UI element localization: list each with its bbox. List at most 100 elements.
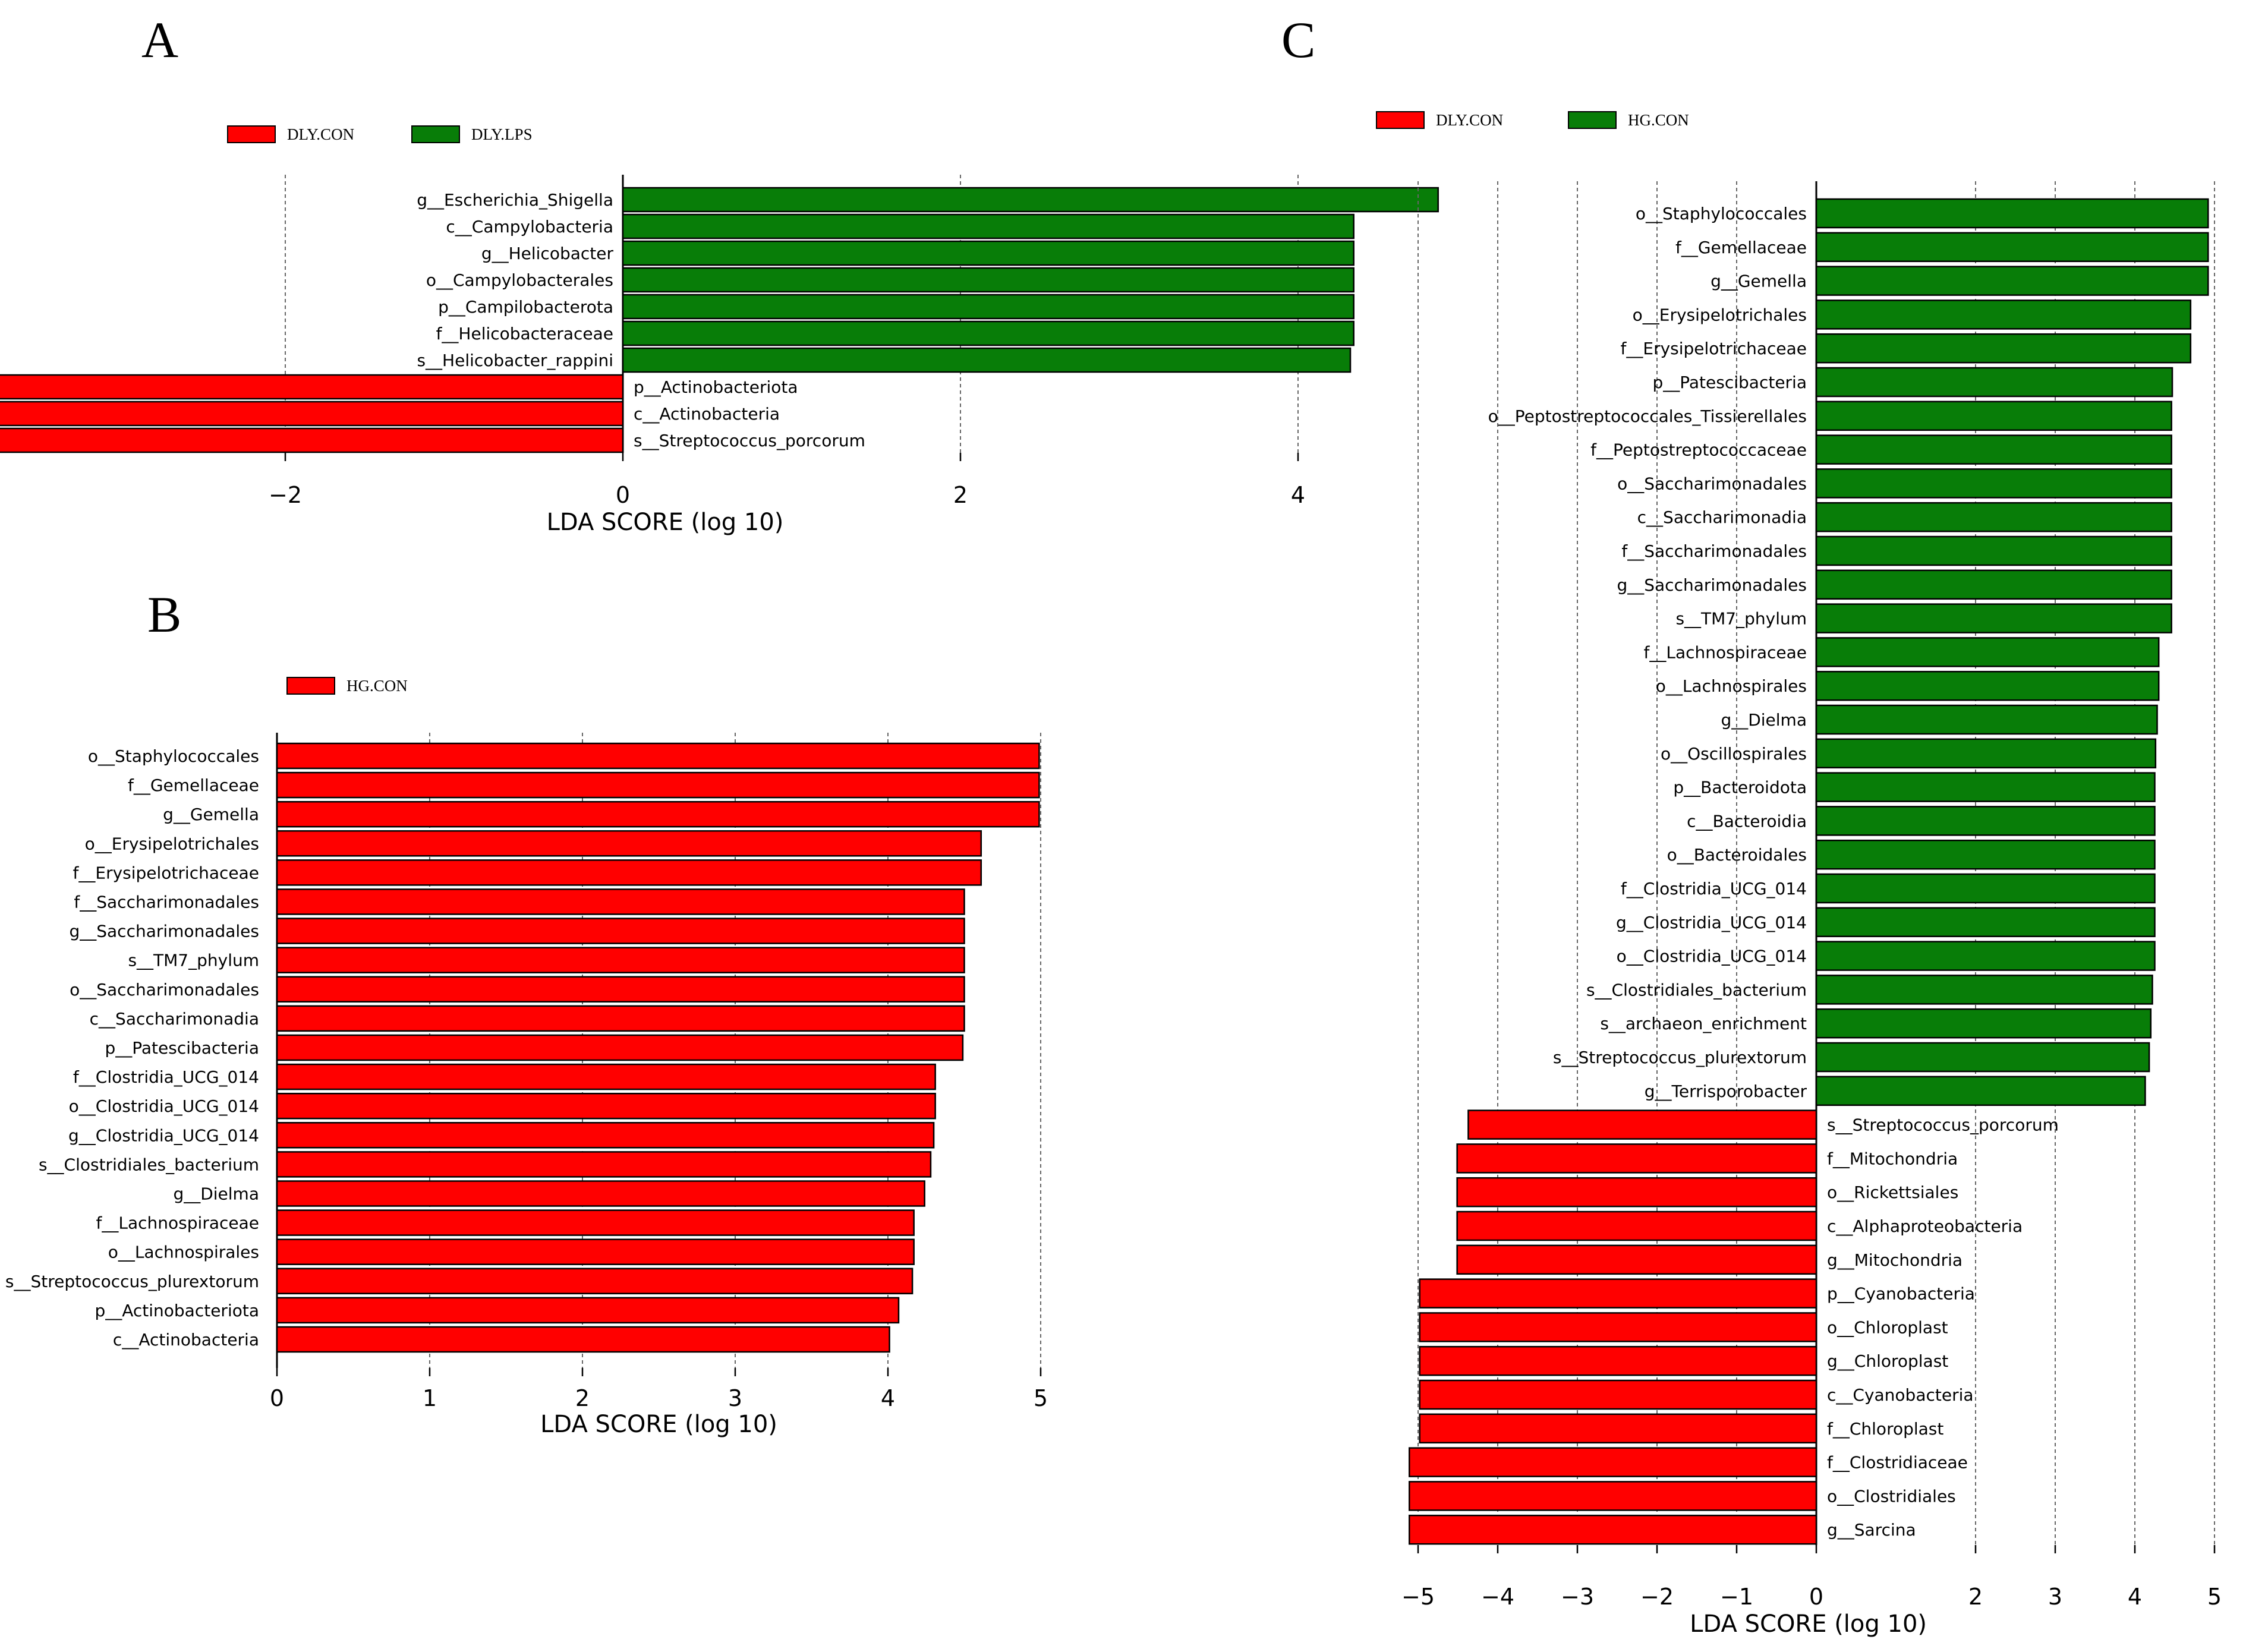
bar-label: g__Saccharimonadales bbox=[1617, 575, 1807, 595]
bar bbox=[276, 976, 965, 1003]
bar bbox=[1815, 670, 2160, 701]
bar-label: o__Lachnospirales bbox=[108, 1243, 259, 1262]
panel-label-a: A bbox=[141, 11, 178, 68]
bar-label: o__Rickettsiales bbox=[1827, 1183, 1958, 1202]
bar bbox=[1815, 907, 2156, 938]
x-tick-label: 3 bbox=[728, 1385, 742, 1411]
legend-swatch bbox=[1568, 111, 1617, 129]
panel-label-c: C bbox=[1281, 11, 1315, 68]
bar bbox=[1815, 637, 2160, 667]
x-tick-label: −5 bbox=[1401, 1584, 1435, 1610]
bar-label: f__Clostridia_UCG_014 bbox=[73, 1067, 259, 1087]
bar bbox=[276, 1209, 915, 1236]
x-tick-label: −1 bbox=[1720, 1584, 1753, 1610]
bar bbox=[1815, 738, 2157, 769]
bar-label: f__Peptostreptococcaceae bbox=[1590, 440, 1807, 460]
x-tick-label: 1 bbox=[423, 1385, 437, 1411]
legend-label: HG.CON bbox=[346, 677, 408, 695]
bar-label: g__Clostridia_UCG_014 bbox=[68, 1125, 259, 1145]
bar bbox=[1815, 299, 2192, 330]
bar bbox=[622, 320, 1354, 346]
bar bbox=[1419, 1312, 1817, 1342]
bar-label: o__Clostridia_UCG_014 bbox=[1617, 947, 1807, 966]
bar bbox=[1456, 1210, 1817, 1241]
x-tick-label: 3 bbox=[2048, 1584, 2062, 1610]
bar-label: o__Staphylococcales bbox=[88, 746, 259, 766]
bar-label: c__Actinobacteria bbox=[634, 404, 780, 424]
bar-label: s__Clostridiales_bacterium bbox=[39, 1155, 259, 1174]
x-tick-label: −3 bbox=[1561, 1584, 1594, 1610]
x-tick-label: −2 bbox=[1640, 1584, 1674, 1610]
bar-label: g__Escherichia_Shigella bbox=[417, 190, 613, 210]
bar bbox=[1815, 266, 2209, 296]
bar-label: s__Streptococcus_porcorum bbox=[634, 431, 865, 450]
bar bbox=[276, 771, 1040, 799]
bar bbox=[1815, 468, 2172, 499]
bar bbox=[1456, 1177, 1817, 1208]
bar-label: f__Saccharimonadales bbox=[74, 893, 259, 912]
bar-label: g__Helicobacter bbox=[481, 244, 614, 263]
bar bbox=[0, 427, 624, 453]
x-tick-label: 0 bbox=[1809, 1584, 1823, 1610]
legend-label: HG.CON bbox=[1628, 111, 1689, 129]
bar bbox=[1815, 232, 2209, 263]
bar bbox=[276, 1180, 925, 1207]
bar bbox=[276, 859, 982, 886]
bar bbox=[276, 1122, 935, 1149]
bar bbox=[1815, 839, 2156, 870]
bar-label: g__Dielma bbox=[1721, 710, 1807, 730]
bar bbox=[276, 1063, 936, 1090]
bar-label: o__Oscillospirales bbox=[1661, 744, 1807, 764]
bar-label: o__Chloroplast bbox=[1827, 1317, 1948, 1337]
bar-label: o__Erysipelotrichales bbox=[1633, 305, 1807, 324]
bar-label: o__Bacteroidales bbox=[1667, 845, 1807, 865]
bar bbox=[1815, 806, 2156, 836]
bar-label: s__TM7_phylum bbox=[128, 951, 259, 970]
x-tick-label: 2 bbox=[575, 1385, 590, 1411]
legend-swatch bbox=[227, 125, 276, 143]
bar-label: p__Actinobacteriota bbox=[94, 1301, 259, 1320]
bar-label: g__Sarcina bbox=[1827, 1520, 1916, 1540]
chart-panel-a: A DLY.CON DLY.LPS g__Escherichia_Shigella c_… bbox=[0, 11, 1439, 536]
bar bbox=[1409, 1481, 1817, 1511]
bar-label: f__Lachnospiraceae bbox=[1644, 642, 1807, 662]
bar-label: p__Patescibacteria bbox=[1652, 373, 1807, 392]
bar bbox=[622, 294, 1354, 320]
x-axis-title: LDA SCORE (log 10) bbox=[1690, 1610, 1927, 1638]
bar bbox=[0, 374, 624, 400]
panel-label-b: B bbox=[147, 586, 181, 643]
bar-label: s__Clostridiales_bacterium bbox=[1586, 980, 1807, 1000]
bar-label: o__Peptostreptococcales_Tissierellales bbox=[1488, 406, 1807, 426]
bar-label: o__Lachnospirales bbox=[1656, 676, 1807, 696]
bar-label: p__Patescibacteria bbox=[105, 1038, 259, 1058]
bar bbox=[1815, 333, 2192, 364]
bar-label: f__Saccharimonadales bbox=[1621, 541, 1807, 561]
bar bbox=[276, 1297, 900, 1324]
bar-label: o__Clostridiales bbox=[1827, 1486, 1956, 1506]
x-axis-title: LDA SCORE (log 10) bbox=[547, 509, 784, 536]
legend-label: DLY.LPS bbox=[471, 125, 533, 143]
bar bbox=[1419, 1379, 1817, 1410]
bar bbox=[276, 1005, 965, 1032]
bar bbox=[1419, 1345, 1817, 1376]
bar bbox=[1815, 434, 2172, 465]
bar bbox=[1467, 1109, 1817, 1140]
bar-label: g__Saccharimonadales bbox=[69, 922, 259, 941]
bar bbox=[1815, 704, 2158, 735]
bar bbox=[0, 401, 624, 427]
bar-label: c__Bacteroidia bbox=[1687, 811, 1807, 831]
bar-label: o__Saccharimonadales bbox=[70, 980, 259, 1000]
bar-label: f__Helicobacteraceae bbox=[436, 324, 613, 343]
legend-label: DLY.CON bbox=[1436, 111, 1503, 129]
bar bbox=[1409, 1514, 1817, 1545]
x-tick-label: 4 bbox=[1291, 482, 1305, 508]
bar-label: o__Staphylococcales bbox=[1636, 204, 1807, 223]
bar-label: s__Streptococcus_porcorum bbox=[1827, 1115, 2059, 1135]
bar-label: o__Clostridia_UCG_014 bbox=[69, 1096, 259, 1116]
bar-label: p__Actinobacteriota bbox=[634, 377, 798, 397]
bar-label: f__Lachnospiraceae bbox=[96, 1213, 259, 1233]
bar bbox=[276, 1092, 936, 1120]
bar bbox=[276, 800, 1040, 828]
bar bbox=[1815, 535, 2172, 566]
